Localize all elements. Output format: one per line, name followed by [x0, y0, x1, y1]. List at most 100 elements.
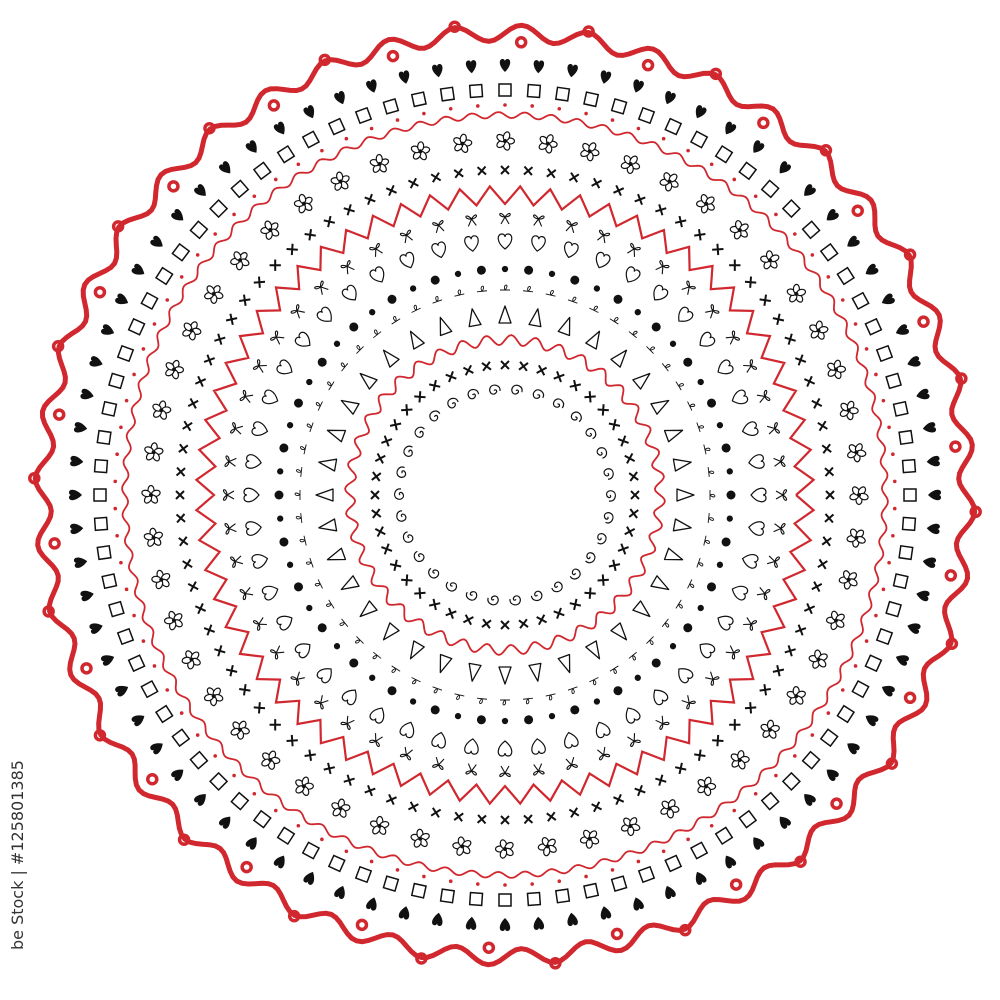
dot-mark — [294, 398, 303, 408]
square-outline-mark — [327, 854, 346, 873]
square-outline-mark — [301, 130, 321, 149]
flower-mark — [825, 610, 845, 631]
cross-mark — [500, 165, 510, 175]
flower-mark — [330, 171, 350, 191]
leaf-vine-mark — [296, 466, 303, 478]
flower-mark — [152, 400, 172, 420]
heart-filled-mark — [115, 685, 129, 697]
ring-dot — [296, 162, 301, 167]
leaf-vine-mark — [411, 677, 421, 685]
square-outline-mark — [382, 875, 400, 892]
leaf-vine-mark — [661, 618, 670, 628]
swirl-curl — [42, 605, 55, 618]
leaf-vine-mark — [476, 285, 488, 293]
square-outline-mark — [209, 199, 229, 219]
ring-dot — [252, 791, 257, 796]
square-outline-mark — [498, 83, 512, 97]
ring-dot — [661, 849, 666, 854]
square-outline-mark — [819, 242, 839, 262]
cross-mark — [203, 354, 216, 366]
ring-dot — [686, 837, 690, 842]
bow-mark — [627, 733, 641, 748]
bow-mark — [432, 756, 445, 770]
cross-mark — [628, 471, 639, 482]
leaf-vine-mark — [295, 512, 303, 524]
heart-outline-mark — [251, 554, 269, 569]
heart-filled-mark — [826, 769, 839, 781]
leaf-vine-mark — [454, 693, 465, 700]
square-outline-mark — [468, 83, 484, 99]
cross-mark — [803, 375, 816, 387]
cross-mark — [253, 702, 266, 714]
square-outline-mark — [276, 826, 296, 846]
leaf-vine-mark — [356, 344, 364, 354]
square-outline-mark — [637, 865, 656, 884]
leaf-vine-mark — [696, 557, 704, 568]
spiral-mark — [511, 384, 523, 395]
flower-mark — [808, 649, 828, 669]
triangle-outline-mark — [340, 399, 360, 415]
cross-mark — [286, 734, 298, 747]
spiral-mark — [396, 510, 407, 522]
dot-mark — [317, 623, 327, 633]
heart-outline-mark — [741, 421, 759, 436]
cross-mark — [784, 645, 796, 657]
swirl-curl — [944, 569, 958, 582]
cross-mark — [500, 360, 510, 370]
leaf-vine-mark — [340, 362, 349, 372]
cross-mark — [694, 749, 706, 761]
spiral-mark — [447, 397, 459, 409]
cross-mark — [759, 294, 771, 306]
square-outline-mark — [836, 266, 856, 286]
ring-dot — [793, 232, 797, 236]
ring-dot — [141, 639, 146, 643]
heart-outline-mark — [243, 487, 260, 503]
cross-mark — [214, 645, 226, 657]
cross-mark — [194, 375, 207, 387]
ring-square-outline — [93, 83, 917, 907]
heart-outline-mark — [431, 241, 446, 259]
cross-mark — [385, 184, 397, 197]
heart-filled-mark — [80, 388, 94, 400]
square-outline-mark — [439, 86, 456, 102]
triangle-outline-mark — [498, 666, 512, 685]
triangle-outline-mark — [409, 640, 425, 660]
spiral-mark — [551, 581, 563, 593]
heart-outline-mark — [653, 689, 669, 706]
leaf-vine-mark — [661, 363, 671, 372]
cross-mark — [175, 513, 186, 524]
heart-filled-mark — [881, 293, 895, 305]
dot-mark — [277, 468, 284, 475]
swirl-curl — [203, 122, 216, 135]
swirl-curl — [240, 860, 253, 874]
cross-mark — [772, 664, 785, 677]
bow-mark — [399, 229, 413, 244]
flower-mark — [295, 776, 314, 796]
swirl-curl — [514, 36, 528, 49]
square-outline-mark — [276, 144, 296, 164]
leaf-vine-mark — [707, 512, 714, 524]
cross-mark — [568, 172, 580, 183]
heart-filled-mark — [907, 356, 921, 367]
leaf-vine-mark — [305, 557, 314, 568]
heart-filled-mark — [847, 235, 860, 247]
heart-filled-mark — [245, 140, 257, 153]
triangle-outline-mark — [468, 308, 482, 328]
square-outline-mark — [901, 516, 917, 532]
ring-dot — [636, 126, 641, 131]
leaf-vine-mark — [589, 677, 599, 686]
spiral-mark — [429, 410, 441, 422]
cross-mark — [343, 774, 355, 786]
bow-mark — [681, 280, 696, 295]
cross-mark — [239, 294, 251, 306]
dot-mark — [726, 468, 733, 475]
triangle-outline-mark — [326, 547, 347, 561]
square-outline-mark — [189, 220, 209, 240]
cross-mark — [381, 543, 393, 555]
cross-mark — [401, 574, 413, 586]
dot-mark — [697, 378, 704, 386]
dot-mark — [454, 712, 462, 720]
flower-mark — [151, 569, 171, 590]
dot-mark — [286, 561, 294, 568]
cross-mark — [553, 607, 565, 619]
